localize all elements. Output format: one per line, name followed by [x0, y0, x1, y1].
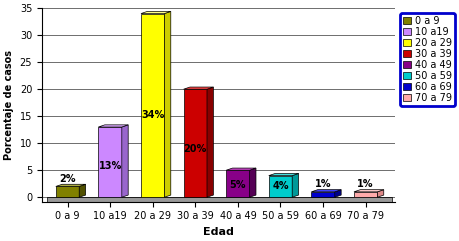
Polygon shape [226, 168, 256, 170]
Text: 20%: 20% [184, 144, 207, 154]
Text: 2%: 2% [59, 174, 76, 184]
Polygon shape [269, 174, 298, 176]
Polygon shape [122, 125, 128, 197]
Polygon shape [164, 11, 171, 197]
Legend: 0 a 9, 10 a19, 20 a 29, 30 a 39, 40 a 49, 50 a 59, 60 a 69, 70 a 79: 0 a 9, 10 a19, 20 a 29, 30 a 39, 40 a 49… [400, 13, 455, 106]
Polygon shape [207, 87, 213, 197]
Polygon shape [98, 127, 122, 197]
Text: 1%: 1% [358, 179, 374, 189]
Polygon shape [269, 176, 292, 197]
Polygon shape [47, 197, 392, 201]
Polygon shape [141, 13, 164, 197]
Text: 1%: 1% [315, 179, 331, 189]
Polygon shape [311, 192, 335, 197]
Polygon shape [377, 190, 384, 197]
Y-axis label: Porcentaje de casos: Porcentaje de casos [4, 50, 14, 160]
Polygon shape [226, 170, 250, 197]
Polygon shape [56, 184, 85, 187]
Polygon shape [98, 125, 128, 127]
Polygon shape [79, 184, 85, 197]
Polygon shape [354, 192, 377, 197]
X-axis label: Edad: Edad [203, 227, 234, 237]
Polygon shape [354, 190, 384, 192]
Text: 34%: 34% [141, 110, 164, 120]
Polygon shape [184, 89, 207, 197]
Text: 4%: 4% [272, 181, 289, 191]
Polygon shape [292, 174, 298, 197]
Text: 13%: 13% [99, 161, 122, 171]
Polygon shape [311, 190, 341, 192]
Polygon shape [250, 168, 256, 197]
Text: 5%: 5% [230, 180, 246, 190]
Polygon shape [184, 87, 213, 89]
Polygon shape [335, 190, 341, 197]
Polygon shape [141, 11, 171, 13]
Polygon shape [56, 187, 79, 197]
